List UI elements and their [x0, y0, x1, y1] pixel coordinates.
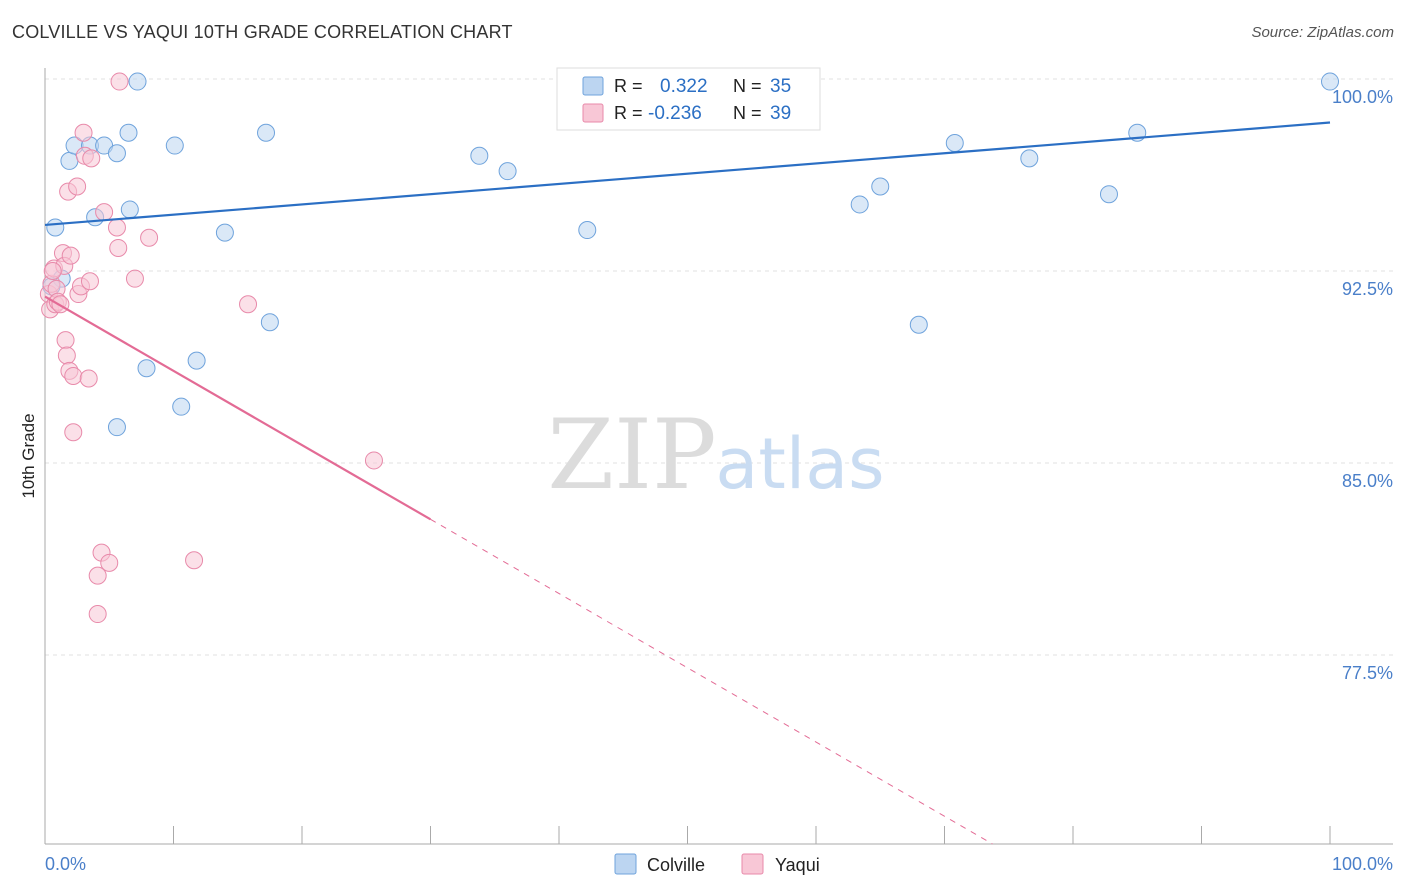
colville-point: [137, 359, 156, 378]
n-label: N =: [733, 103, 762, 123]
colville-point: [909, 315, 928, 334]
watermark: ZIP atlas: [547, 399, 884, 511]
yaqui-point: [107, 218, 126, 237]
chart-title: COLVILLE VS YAQUI 10TH GRADE CORRELATION…: [12, 22, 513, 42]
colville-point: [1099, 185, 1118, 204]
colville-point: [257, 123, 276, 142]
yaqui-point: [82, 149, 101, 168]
colville-point: [60, 151, 79, 170]
colville-point: [260, 313, 279, 332]
r-label: R =: [614, 103, 643, 123]
r-value: -0.236: [648, 103, 702, 124]
yaqui-point: [64, 423, 83, 442]
yaqui-point: [109, 238, 128, 257]
colville-point: [120, 200, 139, 219]
colville-point: [119, 123, 138, 142]
gridlines: [45, 78, 1393, 656]
yaqui-point: [95, 203, 114, 222]
colville-point: [128, 72, 147, 91]
n-value: 35: [770, 76, 791, 97]
yaqui-point: [80, 272, 99, 291]
colville-point: [215, 223, 234, 242]
watermark-atlas: atlas: [715, 423, 884, 505]
yaqui-point: [125, 269, 144, 288]
colville-point: [172, 397, 191, 416]
y-tick-label: 100.0%: [1332, 87, 1393, 107]
yaqui-point: [100, 553, 119, 572]
yaqui-point: [74, 123, 93, 142]
yaqui-point: [88, 566, 107, 585]
stats-legend: R = 0.322 N = 35 R = -0.236 N = 39: [556, 67, 821, 131]
yaqui-point: [68, 177, 87, 196]
r-label: R =: [614, 76, 643, 96]
watermark-zip: ZIP: [547, 399, 716, 511]
colville-point: [470, 146, 489, 165]
yaqui-point: [110, 72, 129, 91]
yaqui-point: [79, 369, 98, 388]
yaqui-point: [43, 262, 62, 280]
colville-point: [1321, 72, 1339, 91]
yaqui-point: [64, 366, 83, 385]
x-tick-label: 0.0%: [45, 854, 86, 874]
series-legend: Colville Yaqui: [614, 853, 820, 875]
colville-point: [107, 144, 126, 163]
legend-yaqui-swatch: [741, 853, 764, 875]
yaqui-point: [364, 451, 383, 470]
trend-lines: [44, 121, 1331, 845]
colville-point: [107, 418, 126, 437]
r-value: 0.322: [660, 76, 708, 97]
colville-point: [165, 136, 184, 155]
yaqui-point: [185, 551, 204, 570]
tick-labels: 77.5% 85.0% 92.5% 100.0% 0.0% 100.0%: [45, 87, 1393, 874]
y-tick-label: 77.5%: [1342, 663, 1393, 683]
yaqui-point: [239, 295, 258, 314]
colville-point: [850, 195, 869, 214]
axes: [44, 68, 1393, 845]
yaqui-point: [61, 246, 80, 265]
yaqui-point: [88, 605, 107, 624]
yaqui-trend-extension: [430, 518, 993, 845]
yaqui-trend-line: [44, 295, 432, 521]
y-axis-label: 10th Grade: [19, 413, 38, 498]
legend-colville-swatch: [614, 853, 637, 875]
colville-point: [187, 351, 206, 370]
legend-yaqui-label: Yaqui: [775, 855, 820, 875]
colville-point: [871, 177, 890, 196]
x-tick-label: 100.0%: [1332, 854, 1393, 874]
colville-point: [578, 221, 597, 240]
data-points: [39, 72, 1339, 624]
yaqui-point: [56, 331, 75, 350]
yaqui-point: [140, 228, 159, 247]
legend-colville-label: Colville: [647, 855, 705, 875]
source-label: Source: ZipAtlas.com: [1251, 24, 1394, 41]
colville-point: [1020, 149, 1039, 168]
colville-swatch: [582, 76, 604, 96]
colville-point: [46, 218, 65, 237]
yaqui-point: [57, 346, 76, 365]
y-tick-label: 85.0%: [1342, 471, 1393, 491]
colville-trend-line: [44, 121, 1331, 227]
colville-point: [945, 134, 964, 152]
colville-point: [498, 162, 517, 181]
n-value: 39: [770, 103, 791, 124]
n-label: N =: [733, 76, 762, 96]
y-tick-label: 92.5%: [1342, 279, 1393, 299]
yaqui-swatch: [582, 103, 604, 123]
